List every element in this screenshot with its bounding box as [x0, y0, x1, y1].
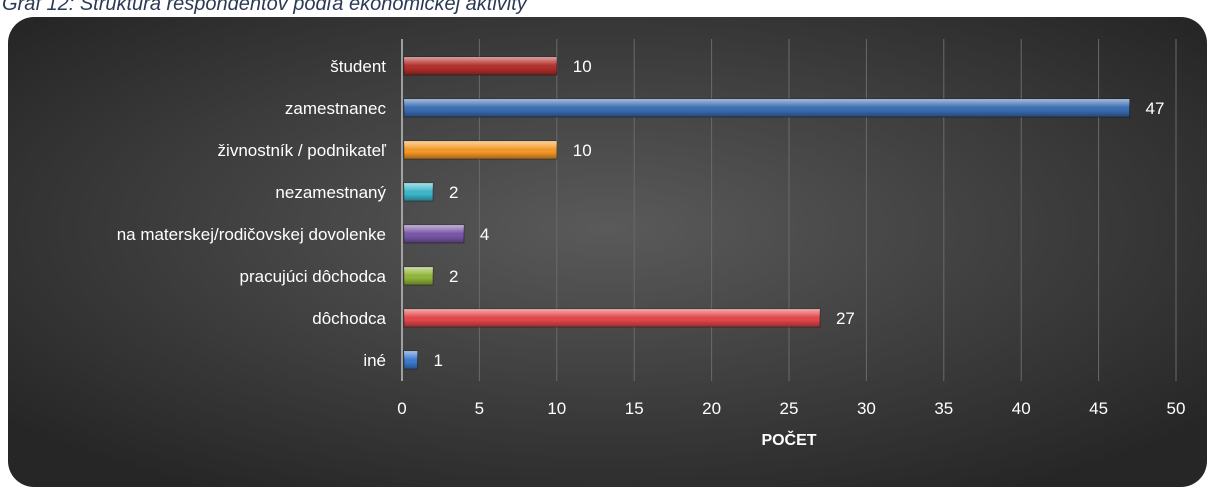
value-label-nezamestnany: 2 — [449, 183, 458, 202]
bar-chart: študent zamestnanec živnostník / podnikate… — [8, 17, 1207, 487]
bars — [403, 56, 1131, 370]
x-tick-label: 50 — [1167, 399, 1186, 418]
bar-dochodca — [403, 308, 821, 328]
bar-shine — [404, 267, 433, 285]
category-label-student: študent — [330, 57, 386, 76]
bar-shine — [404, 351, 418, 369]
category-label-nezamestnany: nezamestnaný — [275, 183, 386, 202]
x-axis-ticks: 0 5 10 15 20 25 30 35 40 45 50 — [397, 399, 1185, 418]
value-label-zamestnanec: 47 — [1146, 99, 1165, 118]
x-tick-label: 20 — [702, 399, 721, 418]
x-tick-label: 5 — [475, 399, 484, 418]
value-label-zivnostnik-podnikatel: 10 — [573, 141, 592, 160]
value-label-na-materskej-rodicovskej-dovolenke: 4 — [480, 225, 489, 244]
x-axis-label: POČET — [761, 430, 816, 449]
category-labels: študent zamestnanec živnostník / podnikate… — [117, 57, 387, 370]
x-tick-label: 30 — [857, 399, 876, 418]
value-label-student: 10 — [573, 57, 592, 76]
bar-zivnostnik-podnikatel — [403, 140, 558, 160]
x-tick-label: 25 — [780, 399, 799, 418]
chart-container: študent zamestnanec živnostník / podnikate… — [8, 17, 1207, 487]
x-tick-label: 45 — [1089, 399, 1108, 418]
bar-shine — [404, 57, 557, 75]
value-labels: 10 47 10 2 4 2 27 1 — [433, 57, 1164, 370]
x-tick-label: 40 — [1012, 399, 1031, 418]
chart-background — [8, 17, 1207, 487]
bar-student — [403, 56, 558, 76]
value-label-pracujuci-dochodca: 2 — [449, 267, 458, 286]
category-label-ine: iné — [363, 351, 386, 370]
bar-ine — [403, 350, 418, 370]
category-label-zamestnanec: zamestnanec — [285, 99, 387, 118]
value-label-dochodca: 27 — [836, 309, 855, 328]
category-label-pracujuci-dochodca: pracujúci dôchodca — [240, 267, 387, 286]
chart-caption: Graf 12: Štruktúra respondentov podľa ek… — [2, 0, 527, 15]
bar-shine — [404, 309, 820, 327]
bar-na-materskej-rodicovskej-dovolenke — [403, 224, 465, 244]
category-label-zivnostnik-podnikatel: živnostník / podnikateľ — [218, 141, 387, 160]
bar-zamestnanec — [403, 98, 1131, 118]
x-tick-label: 10 — [547, 399, 566, 418]
bar-shine — [404, 183, 433, 201]
category-label-na-materskej-rodicovskej-dovolenke: na materskej/rodičovskej dovolenke — [117, 225, 386, 244]
x-tick-label: 35 — [934, 399, 953, 418]
bar-shine — [404, 141, 557, 159]
x-tick-label: 15 — [625, 399, 644, 418]
x-tick-label: 0 — [397, 399, 406, 418]
bar-shine — [404, 225, 464, 243]
bar-pracujuci-dochodca — [403, 266, 434, 286]
bar-nezamestnany — [403, 182, 434, 202]
category-label-dochodca: dôchodca — [312, 309, 386, 328]
value-label-ine: 1 — [433, 351, 442, 370]
bar-shine — [404, 99, 1130, 117]
